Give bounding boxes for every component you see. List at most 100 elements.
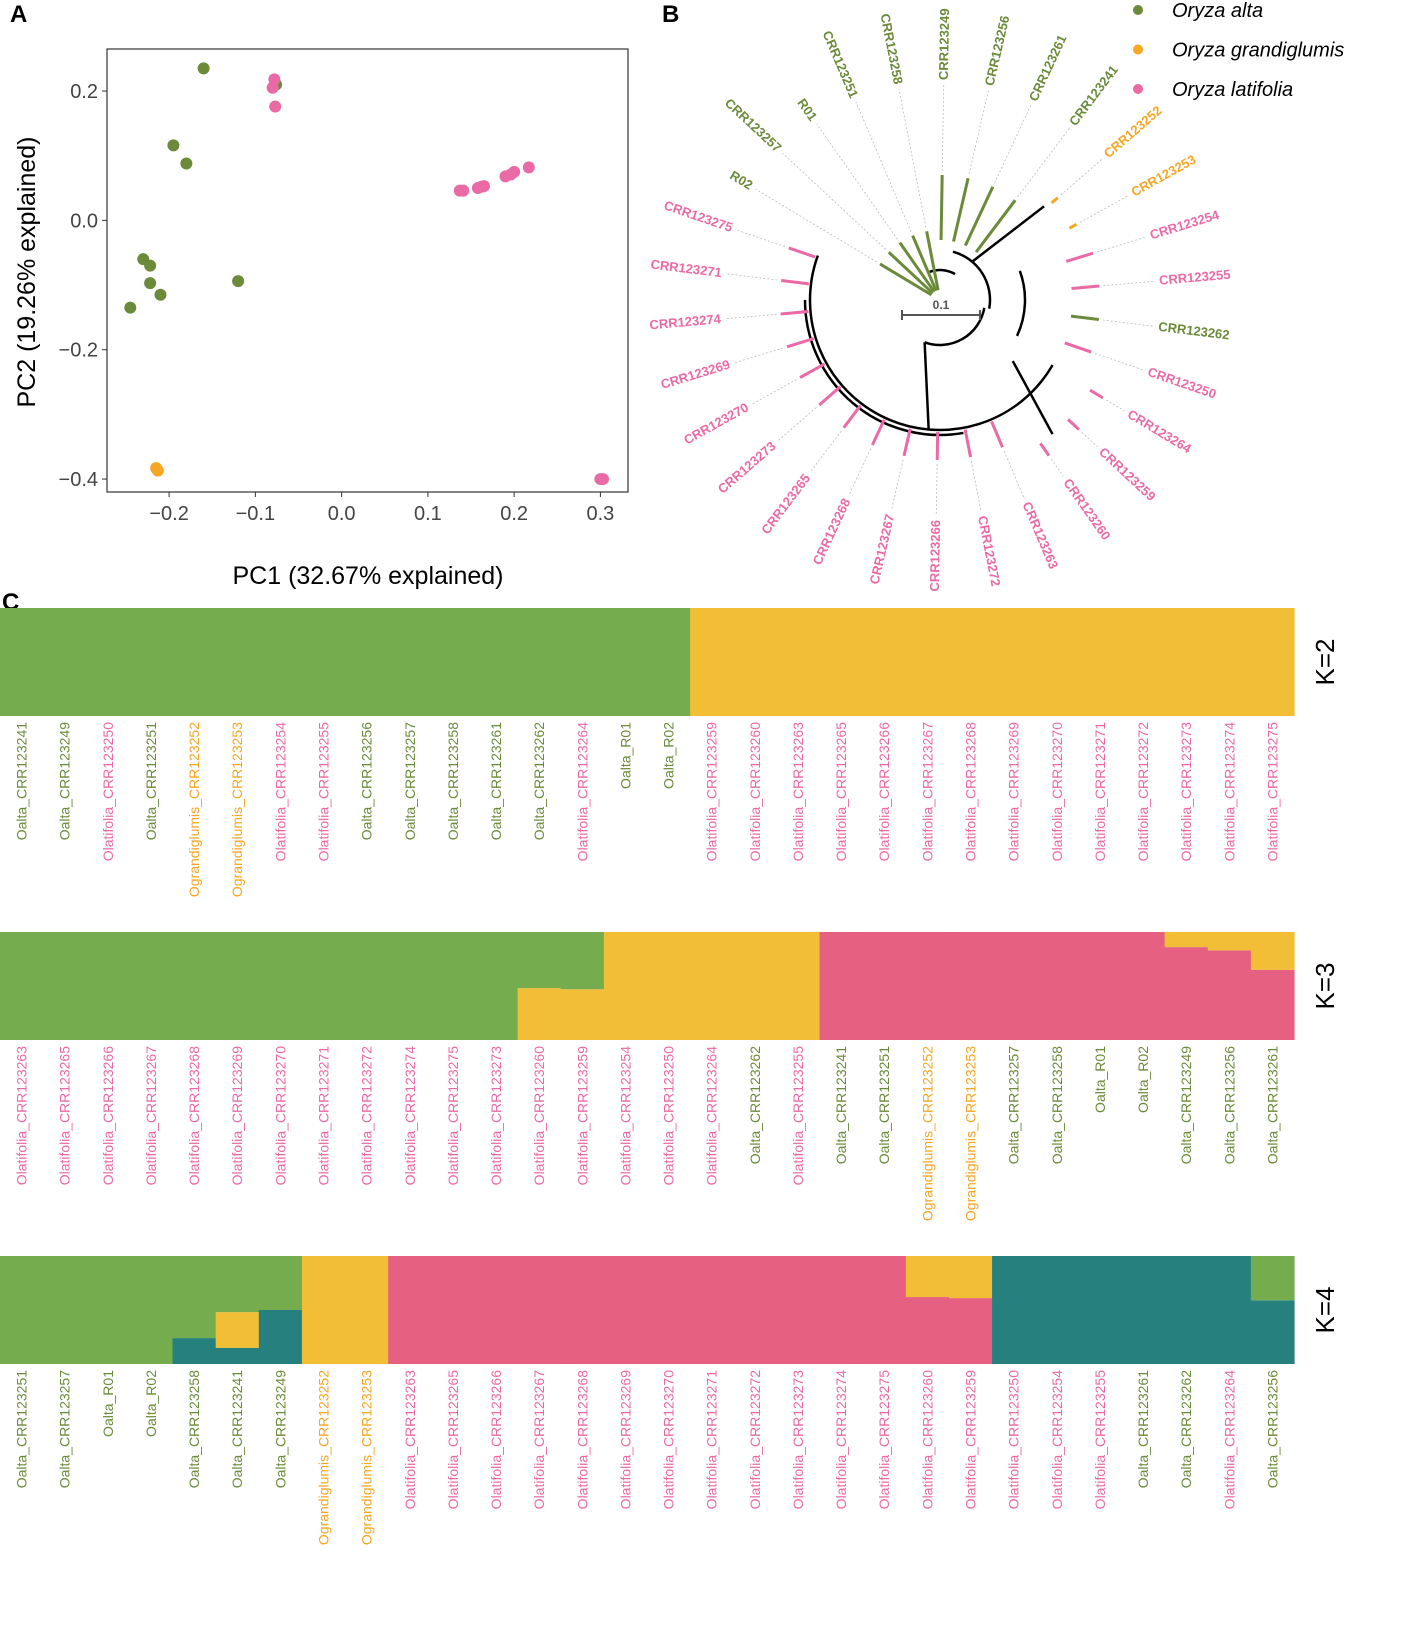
ancestry-bar-segment (388, 608, 432, 716)
tree-branch (1011, 360, 1054, 435)
leader-line (1079, 195, 1129, 223)
tree-tip (902, 428, 912, 457)
data-point-alta (144, 277, 157, 290)
ancestry-bar-segment (992, 932, 1036, 1040)
ancestry-bar-segment (733, 608, 777, 716)
ancestry-bar-segment (1250, 1256, 1295, 1301)
sample-label: Olatifolia_CRR123254 (272, 722, 288, 862)
tree-tip (911, 234, 938, 292)
tree-tip-label: R02 (727, 168, 755, 193)
ancestry-bar-segment (215, 1256, 260, 1313)
tree-tip (887, 251, 934, 295)
sample-label: Olatifolia_CRR123270 (272, 1046, 288, 1186)
ancestry-bar-segment (258, 1310, 303, 1364)
data-point-latifolia (596, 473, 609, 486)
legend-label: Oryza grandiglumis (1172, 40, 1344, 62)
ancestry-bar-segment (647, 1256, 691, 1364)
ancestry-bar-segment (43, 608, 87, 716)
tree-tip (871, 418, 886, 446)
tree-tip (879, 262, 933, 297)
ancestry-bar-segment (1078, 608, 1123, 716)
ancestry-bar-segment (431, 932, 476, 1040)
ancestry-bar-segment (388, 1256, 432, 1364)
tree-tip (780, 310, 809, 316)
sample-label: Olatifolia_CRR123265 (57, 1046, 73, 1186)
ancestry-bar-segment (129, 608, 174, 716)
x-tick-label: −0.2 (149, 503, 188, 525)
tree-tip-label: CRR123270 (681, 400, 751, 448)
ancestry-bar-segment (905, 1297, 950, 1364)
leader-line (1081, 432, 1098, 447)
data-point-alta (197, 62, 210, 75)
sample-label: Ograndiglumis_CRR123253 (229, 722, 245, 897)
y-axis-label: PC2 (19.26% explained) (13, 137, 41, 408)
ancestry-bar-segment (862, 608, 907, 716)
ancestry-bar-segment (733, 1256, 777, 1364)
tree-tip-label: CRR123266 (927, 520, 943, 592)
sample-label: Olatifolia_CRR123273 (1178, 722, 1194, 862)
tree-tip-label: CRR123258 (877, 12, 905, 85)
sample-label: Olatifolia_CRR123250 (100, 722, 116, 862)
sample-label: Olatifolia_CRR123254 (1049, 1370, 1065, 1510)
leader-line (968, 90, 989, 175)
sample-label: Olatifolia_CRR123266 (100, 1046, 116, 1186)
sample-label: Olatifolia_CRR123250 (1006, 1370, 1022, 1510)
sample-label: Olatifolia_CRR123255 (1092, 1370, 1108, 1510)
tree-branch (929, 268, 956, 276)
sample-label: Oalta_CRR123257 (402, 722, 418, 841)
sample-label: Oalta_CRR123258 (1049, 1046, 1065, 1165)
tree-tip-label: CRR123251 (820, 29, 862, 101)
ancestry-bar-segment (517, 1256, 562, 1364)
sample-label: Olatifolia_CRR123272 (1135, 722, 1151, 862)
ancestry-bar-segment (560, 1256, 605, 1364)
sample-label: Olatifolia_CRR123264 (1221, 1370, 1237, 1510)
tree-tip (1068, 223, 1078, 230)
sample-label: Olatifolia_CRR123265 (833, 722, 849, 862)
tree-tip-label: CRR123259 (1096, 444, 1159, 504)
sample-label: Olatifolia_CRR123271 (316, 1046, 332, 1186)
tree-branch (1015, 270, 1027, 337)
sample-label: Olatifolia_CRR123270 (661, 1370, 677, 1510)
x-tick-label: 0.1 (414, 503, 442, 525)
sample-label: Olatifolia_CRR123269 (617, 1370, 633, 1510)
ancestry-bar-segment (388, 932, 432, 1040)
sample-label: Olatifolia_CRR123255 (316, 722, 332, 862)
k-label: K=4 (1310, 1287, 1340, 1334)
ancestry-bar-segment (517, 988, 562, 1040)
ancestry-bar-segment (948, 1298, 993, 1364)
sample-label: Oalta_CRR123262 (1178, 1370, 1194, 1489)
ancestry-bar-segment (905, 932, 950, 1040)
tree-tip-label: CRR123253 (1129, 152, 1199, 200)
tree-tip-label: CRR123254 (1148, 207, 1222, 242)
legend-label: Oryza alta (1172, 0, 1263, 22)
ancestry-bar-segment (1078, 1256, 1123, 1364)
ancestry-bar-segment (345, 608, 389, 716)
sample-label: Oalta_R02 (1135, 1046, 1151, 1113)
sample-label: Olatifolia_CRR123271 (1092, 722, 1108, 862)
ancestry-bar-segment (215, 1347, 260, 1364)
sample-label: Olatifolia_CRR123275 (876, 1370, 892, 1510)
sample-label: Olatifolia_CRR123274 (402, 1046, 418, 1186)
ancestry-bar-segment (215, 608, 260, 716)
sample-label: Oalta_CRR123261 (1135, 1370, 1151, 1489)
sample-label: Olatifolia_CRR123268 (574, 1370, 590, 1510)
scale-bar-label: 0.1 (933, 298, 950, 312)
tree-tip-label: CRR123267 (867, 513, 898, 586)
sample-label: Oalta_CRR123256 (359, 722, 375, 841)
tree-tip-label: CRR123250 (1146, 364, 1219, 401)
sample-label: Olatifolia_CRR123275 (445, 1046, 461, 1186)
ancestry-bar-segment (603, 1256, 648, 1364)
sample-label: Oalta_CRR123241 (14, 722, 30, 841)
sample-label: Olatifolia_CRR123267 (531, 1370, 547, 1510)
tree-tip (1070, 314, 1099, 321)
leader-line (725, 313, 777, 320)
tree-tip-label: CRR123272 (975, 514, 1003, 587)
ancestry-bar-segment (43, 1256, 87, 1364)
leader-line (1102, 319, 1154, 327)
sample-label: Olatifolia_CRR123259 (963, 1370, 979, 1510)
sample-label: Olatifolia_CRR123265 (445, 1370, 461, 1510)
tree-tip (1064, 341, 1092, 354)
ancestry-bar-segment (647, 608, 691, 716)
ancestry-bar-segment (1164, 932, 1209, 948)
sample-label: Olatifolia_CRR123260 (747, 722, 763, 862)
